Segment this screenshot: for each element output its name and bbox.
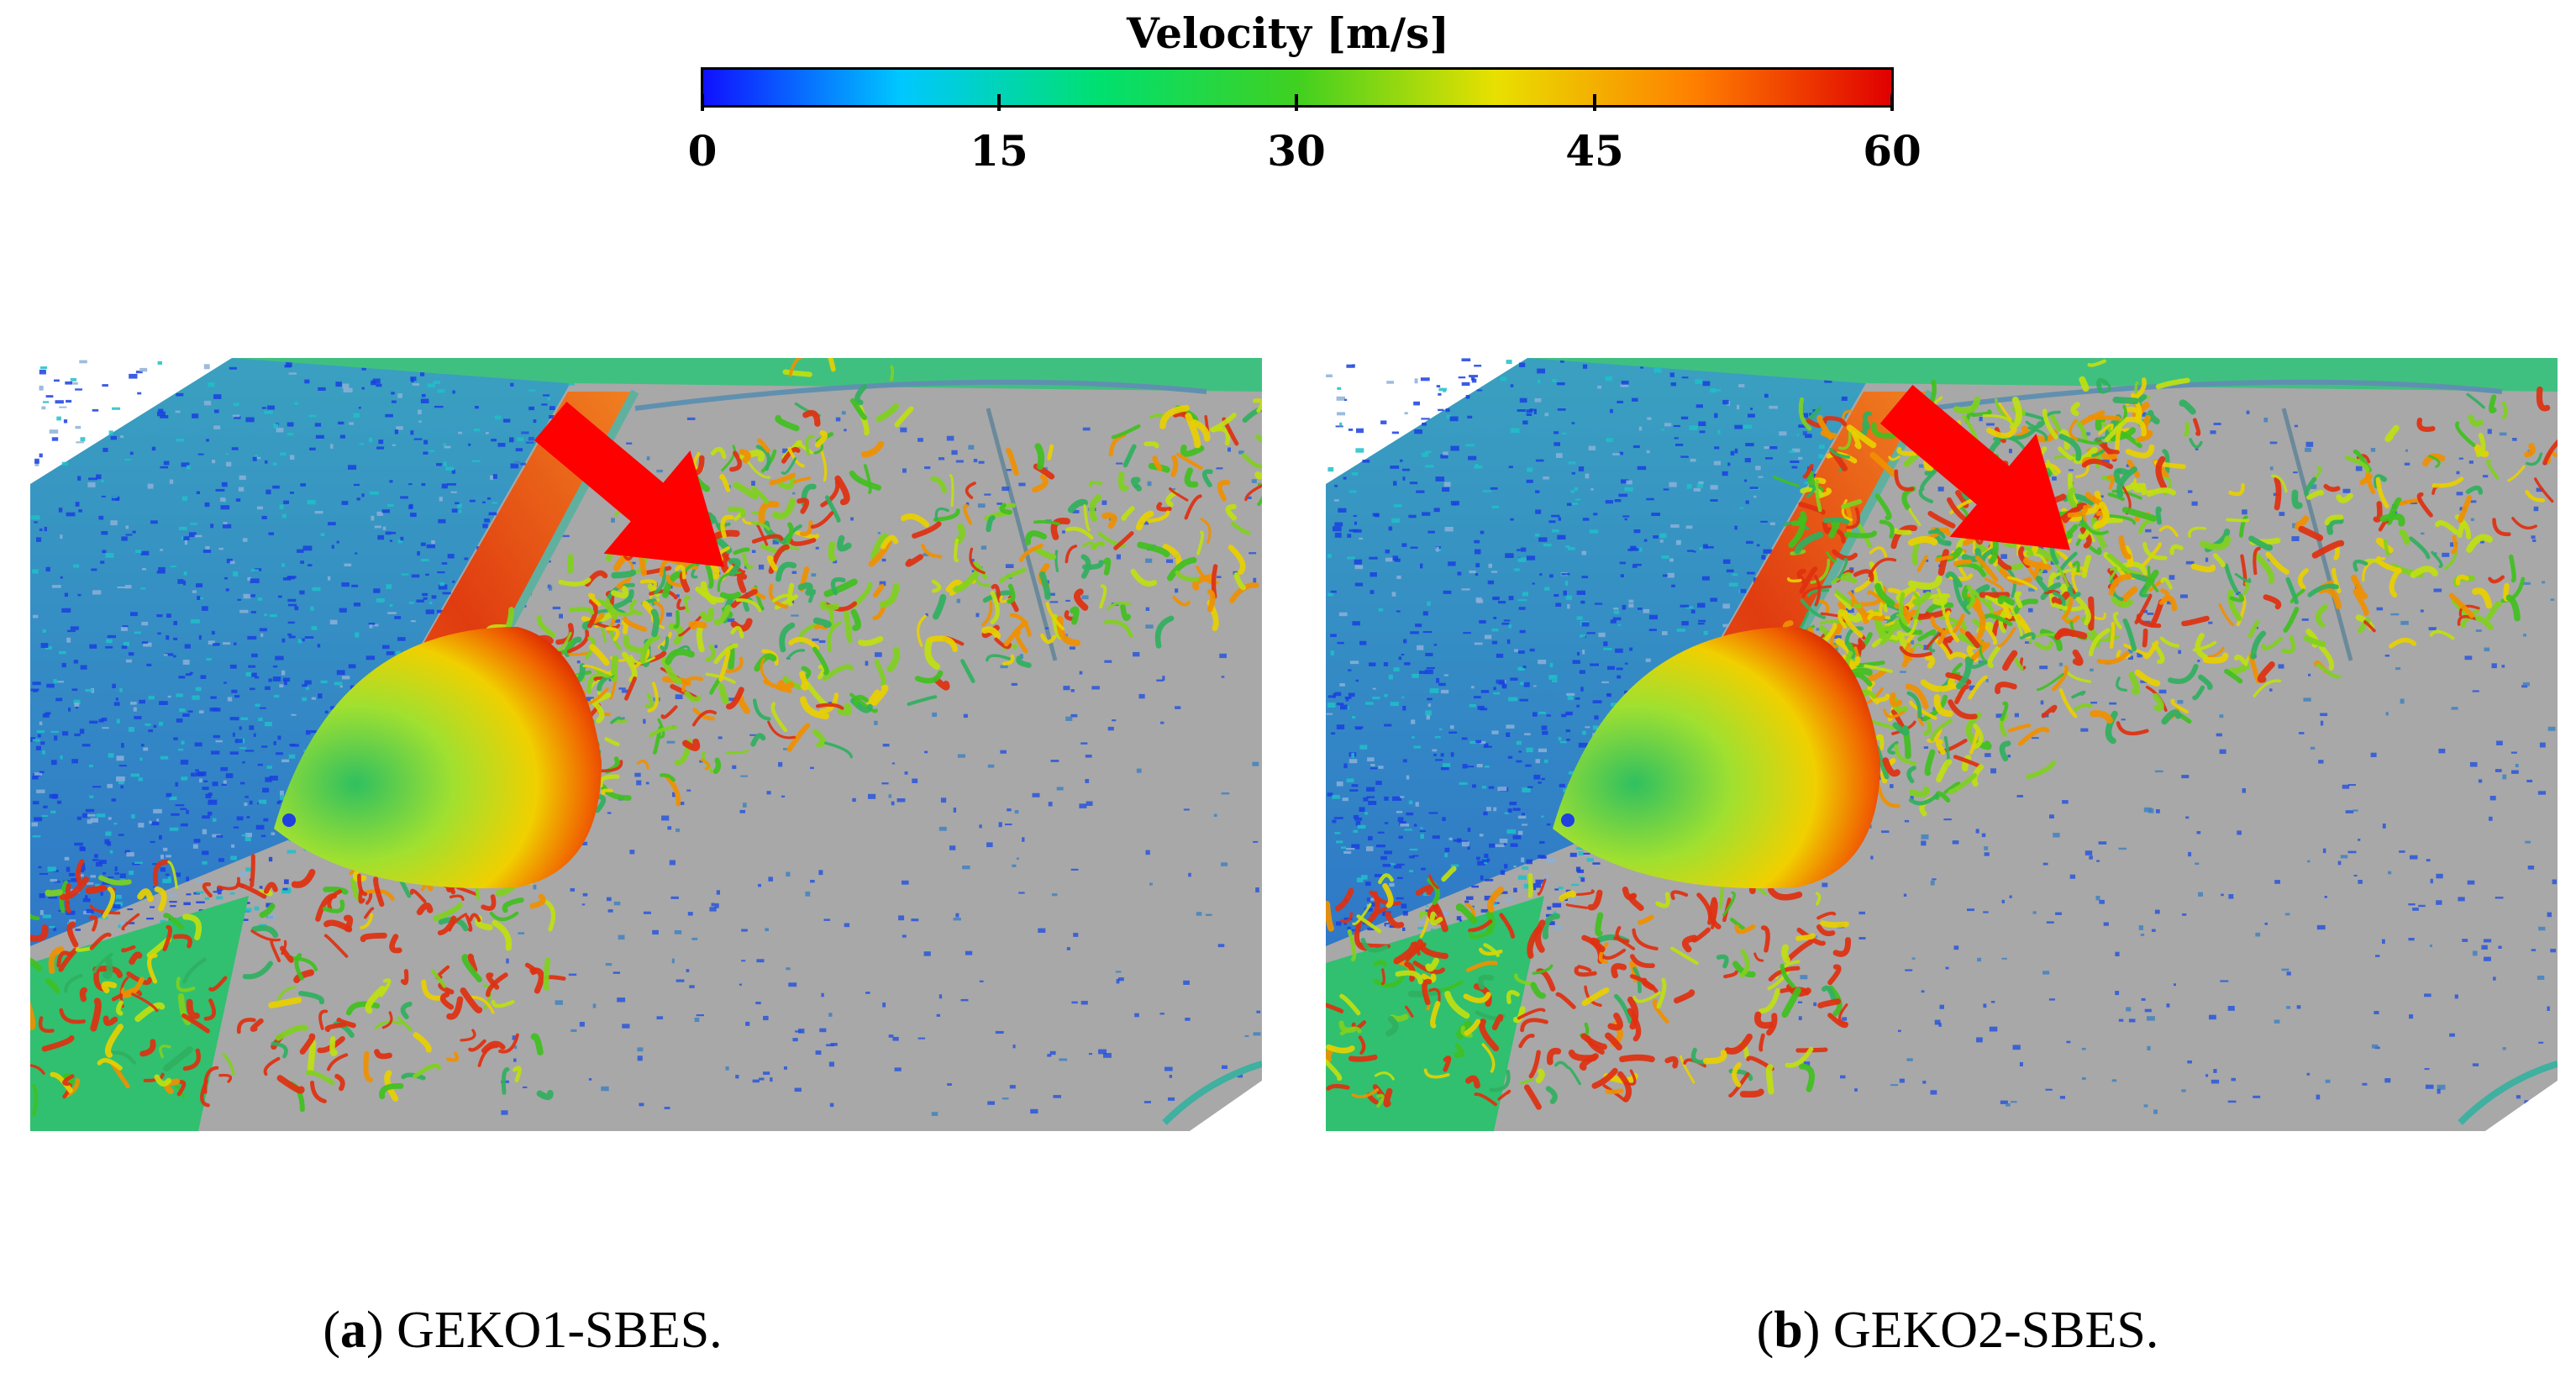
colorbar-tick-label: 30	[1267, 126, 1326, 176]
caption-b: (b) GEKO2-SBES.	[1756, 1302, 2159, 1359]
colorbar-tick	[701, 94, 704, 111]
red-arrow-indicator	[534, 402, 724, 567]
caption-a: (a) GEKO1-SBES.	[323, 1302, 723, 1359]
caption-a-letter: a	[339, 1302, 366, 1359]
colorbar-tick	[997, 94, 1001, 111]
colorbar-tick-label: 0	[687, 126, 718, 176]
colorbar-tick	[1295, 94, 1298, 111]
colorbar-tick-label: 45	[1565, 126, 1624, 176]
wheel-arch-edge	[1162, 1061, 1262, 1125]
caption-a-text: GEKO1-SBES.	[383, 1302, 723, 1359]
cfd-scene	[30, 358, 1262, 1131]
corner-cutout	[1190, 1081, 1262, 1131]
mirror-stagnation-point	[282, 813, 296, 827]
window-divider	[986, 408, 1058, 661]
mirror-stagnation-point	[1561, 813, 1575, 827]
side-mirror	[1553, 627, 1880, 889]
colorbar-tick	[1890, 94, 1894, 111]
windshield-surface	[30, 358, 585, 946]
colorbar-title: Velocity [m/s]	[1127, 8, 1449, 58]
cfd-scene	[1326, 358, 2558, 1131]
caption-b-letter: b	[1774, 1302, 1803, 1359]
windshield-speckles	[1326, 358, 1859, 934]
panel-b-flow-visualization	[1326, 358, 2558, 1131]
windshield-surface	[1326, 358, 1880, 946]
side-mirror	[274, 627, 602, 889]
windshield-speckles	[30, 359, 575, 933]
wheel-arch-edge	[2458, 1061, 2558, 1125]
corner-cutout	[2485, 1081, 2558, 1131]
window-frame	[1930, 379, 2503, 411]
colorbar-tick-label: 15	[970, 126, 1028, 176]
panel-a-flow-visualization	[30, 358, 1262, 1131]
colorbar-tick	[1593, 94, 1596, 111]
colorbar-tick-label: 60	[1863, 126, 1921, 176]
caption-b-text: GEKO2-SBES.	[1820, 1302, 2159, 1359]
window-frame	[634, 379, 1207, 411]
red-arrow-indicator	[1879, 385, 2070, 550]
